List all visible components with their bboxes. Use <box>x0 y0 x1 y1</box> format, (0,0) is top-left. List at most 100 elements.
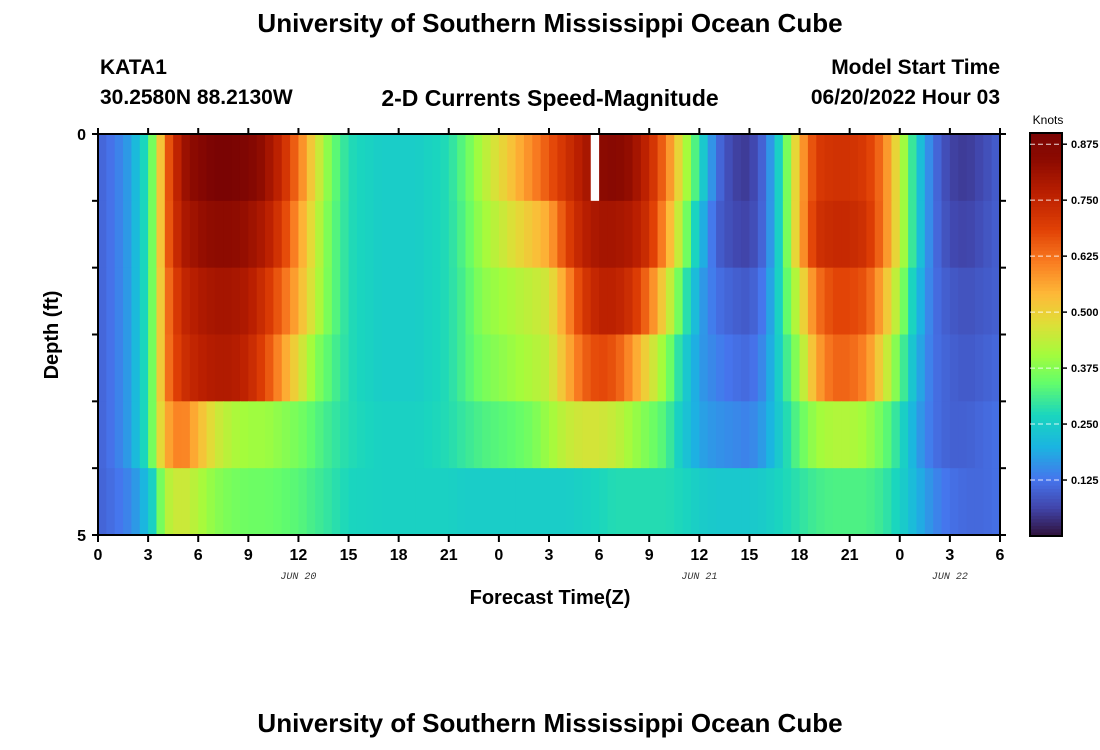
heatmap-cell <box>98 401 107 469</box>
heatmap-cell <box>348 134 358 202</box>
colorbar-segment <box>1030 240 1062 245</box>
colorbar-segment <box>1030 532 1062 537</box>
colorbar-segment <box>1030 418 1062 423</box>
colorbar-segment <box>1030 223 1062 228</box>
heatmap-cell <box>782 134 792 202</box>
heatmap-cell <box>123 267 133 336</box>
heatmap-cell <box>941 401 951 469</box>
colorbar-segment <box>1030 180 1062 184</box>
heatmap-cell <box>657 134 667 202</box>
heatmap-cell <box>306 267 316 336</box>
colorbar-segment <box>1030 468 1062 473</box>
heatmap-cell <box>356 401 366 469</box>
colorbar-segment <box>1030 173 1062 178</box>
heatmap-cell <box>866 401 876 469</box>
heatmap-cell <box>223 334 233 402</box>
date-label: JUN 22 <box>932 572 968 583</box>
model-start-label: Model Start Time <box>831 56 1000 79</box>
heatmap-cell <box>883 134 893 202</box>
heatmap-cell <box>139 334 149 402</box>
colorbar-segment <box>1030 304 1062 309</box>
heatmap-cell <box>423 267 433 336</box>
heatmap-cell <box>665 134 675 202</box>
heatmap-cell <box>507 401 517 469</box>
heatmap-cell <box>440 401 450 469</box>
x-tick-label: 3 <box>945 547 954 564</box>
heatmap-cell <box>340 401 350 469</box>
heatmap-cell <box>615 334 625 402</box>
heatmap-cell <box>398 468 408 536</box>
heatmap-cell <box>423 401 433 469</box>
heatmap-cell <box>958 334 968 402</box>
heatmap-cell <box>866 334 876 402</box>
heatmap-cell <box>782 401 792 469</box>
colorbar-segment <box>1030 294 1062 299</box>
heatmap-cell <box>390 468 400 536</box>
heatmap-cell <box>298 267 308 336</box>
colorbar-segment <box>1030 495 1062 500</box>
colorbar-segment <box>1030 274 1062 279</box>
heatmap-cell <box>248 334 258 402</box>
heatmap-cell <box>799 134 809 202</box>
heatmap-cell <box>407 334 416 402</box>
colorbar-segment <box>1030 260 1062 265</box>
heatmap-cell <box>908 267 918 336</box>
heatmap-cell <box>465 334 475 402</box>
heatmap-cell <box>974 134 984 202</box>
y-axis-title: Depth (ft) <box>41 291 63 380</box>
heatmap-cell <box>482 267 492 336</box>
heatmap-cell <box>356 200 366 269</box>
heatmap-cell <box>482 468 492 536</box>
heatmap-cell <box>732 267 742 336</box>
heatmap-cell <box>557 134 567 202</box>
heatmap-cell <box>949 401 959 469</box>
heatmap-cell <box>741 267 751 336</box>
heatmap-cell <box>540 401 550 469</box>
heatmap-cell <box>473 267 483 336</box>
heatmap-cell <box>891 200 901 269</box>
heatmap-cell <box>223 200 233 269</box>
heatmap-cell <box>498 468 508 536</box>
heatmap-cell <box>924 200 934 269</box>
heatmap-cell <box>340 468 350 536</box>
colorbar-segment <box>1030 331 1062 336</box>
heatmap-cell <box>515 267 525 336</box>
heatmap-cell <box>590 267 600 336</box>
heatmap-cell <box>423 134 433 202</box>
colorbar-segment <box>1030 277 1062 282</box>
heatmap-cell <box>256 200 266 269</box>
heatmap-cell <box>523 267 533 336</box>
heatmap-cell <box>515 401 525 469</box>
heatmap-cell <box>365 401 375 469</box>
colorbar-segment <box>1030 391 1062 396</box>
heatmap-cell <box>883 401 893 469</box>
heatmap-cell <box>933 468 943 536</box>
colorbar-segment <box>1030 166 1062 171</box>
heatmap-cell <box>323 134 333 202</box>
heatmap-cell <box>331 267 341 336</box>
heatmap-cell <box>423 468 433 536</box>
station-name: KATA1 <box>100 56 167 79</box>
heatmap-cell <box>924 334 934 402</box>
heatmap-cell <box>106 200 116 269</box>
heatmap-cell <box>290 267 300 336</box>
heatmap-cell <box>123 468 133 536</box>
heatmap-cell <box>156 200 166 269</box>
heatmap-cell <box>256 267 266 336</box>
heatmap-cell <box>716 200 725 269</box>
heatmap-cell <box>749 267 759 336</box>
x-tick-label: 15 <box>741 547 759 564</box>
heatmap-cell <box>315 200 325 269</box>
heatmap-cell <box>281 200 291 269</box>
heatmap-cell <box>774 401 784 469</box>
heatmap-cell <box>549 334 558 402</box>
heatmap-cell <box>565 468 575 536</box>
heatmap-cell <box>298 401 308 469</box>
colorbar-segment <box>1030 163 1062 168</box>
colorbar-segment <box>1030 341 1062 346</box>
heatmap-cell <box>590 468 600 536</box>
heatmap-cell <box>749 401 759 469</box>
colorbar-segment <box>1030 358 1062 362</box>
heatmap-cell <box>933 267 943 336</box>
colorbar-segment <box>1030 206 1062 211</box>
